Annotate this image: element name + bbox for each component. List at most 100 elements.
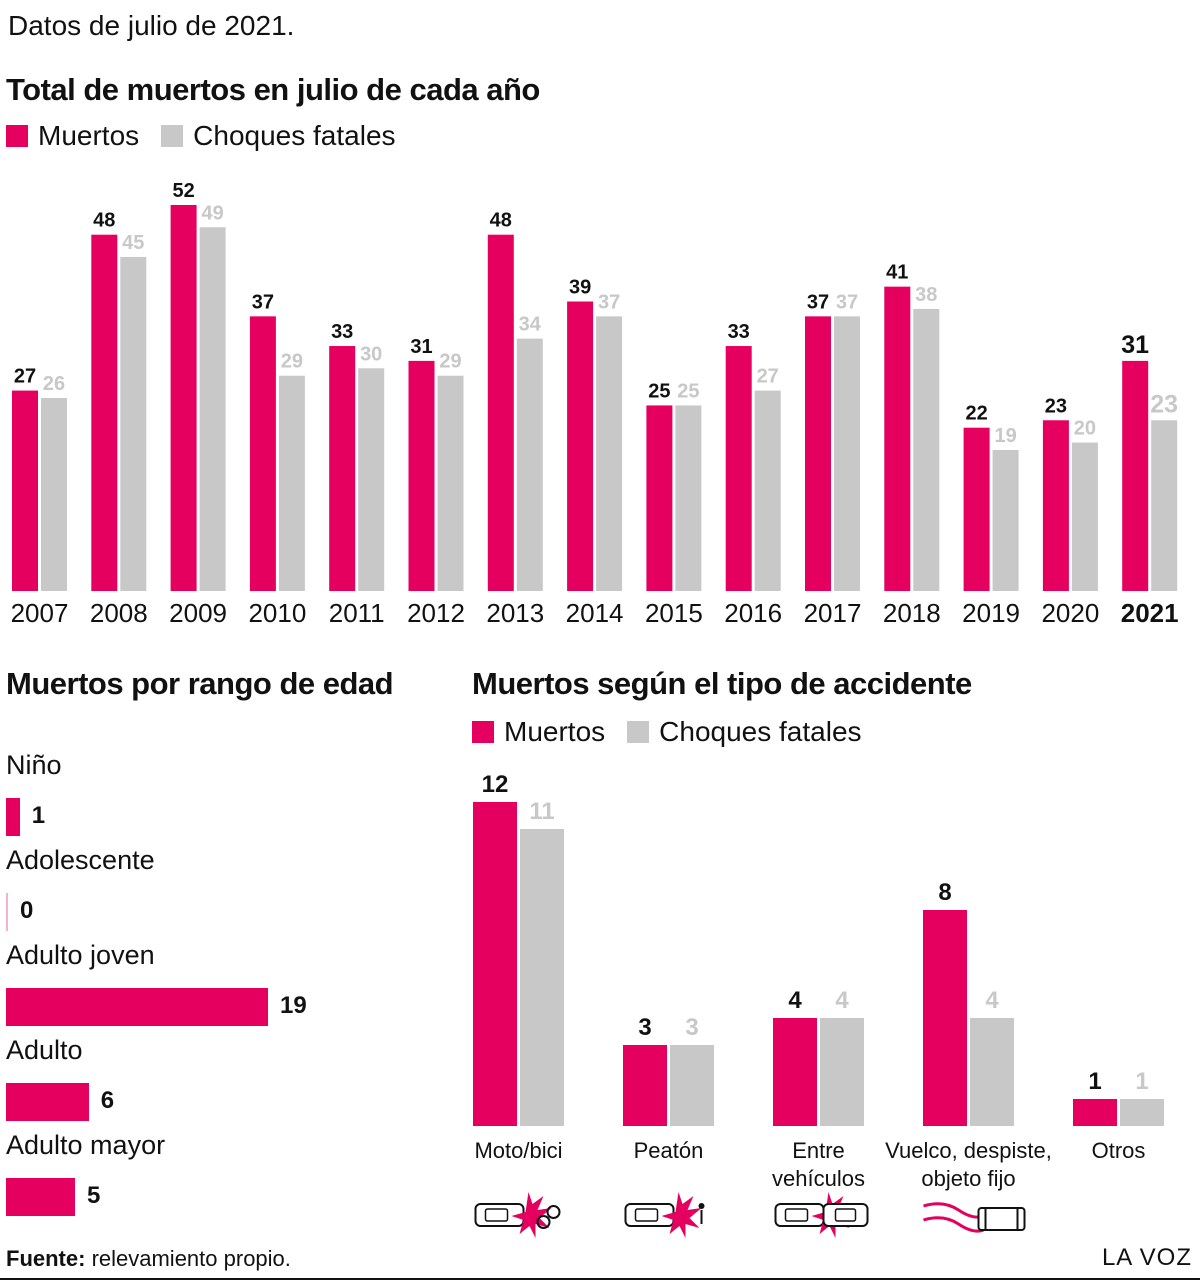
x-tick-2021: 2021 (1121, 598, 1179, 628)
bar-muertos-2021 (1122, 360, 1149, 591)
bar-muertos-2012 (408, 360, 435, 591)
legend-label-muertos: Muertos (38, 120, 140, 151)
x-tick-2020: 2020 (1041, 598, 1099, 628)
bar-muertos-5 (1073, 1099, 1117, 1126)
data-label-choques-2019: 19 (994, 425, 1016, 447)
chart-title-yearly: Total de muertos en julio de cada año (6, 72, 540, 107)
data-label-choques-2020: 20 (1074, 418, 1096, 440)
age-category-label: Adolescente (6, 845, 155, 875)
data-label-muertos-2010: 37 (252, 291, 274, 313)
data-label-muertos-2021: 31 (1121, 331, 1149, 359)
bar-choques-2014 (596, 316, 623, 591)
data-label-muertos-2007: 27 (14, 366, 36, 388)
x-tick-2008: 2008 (90, 598, 148, 628)
age-value-label: 6 (100, 1087, 115, 1114)
bar-choques-2008 (120, 256, 147, 591)
data-label-choques-2009: 49 (201, 202, 223, 224)
x-category-label: Entre (792, 1138, 845, 1163)
age-category-label: Adulto mayor (6, 1130, 166, 1160)
data-label-muertos-1: 12 (482, 771, 509, 798)
bar-choques-2016 (754, 390, 781, 591)
source-note: Fuente: relevamiento propio. (6, 1246, 291, 1272)
data-label-muertos-2014: 39 (569, 277, 591, 299)
age-bar-chart: Niño 1 Adolescente 0 Adulto joven 19 Adulto 6 Ad… (0, 750, 440, 1230)
data-label-choques-2015: 25 (677, 380, 699, 402)
data-label-muertos-2017: 37 (807, 291, 829, 313)
age-category-label: Adulto (6, 1035, 83, 1065)
bar-choques-2017 (834, 316, 860, 591)
car-pedestrian-crash-icon (624, 1192, 705, 1238)
bar-muertos-2015 (646, 405, 673, 591)
data-label-choques-2021: 23 (1150, 390, 1178, 418)
bar-choques-2010 (278, 375, 305, 591)
bar-choques-2012 (437, 375, 464, 591)
legend-yearly: Muertos Choques fatales (6, 120, 418, 152)
source-text: relevamiento propio. (85, 1246, 291, 1271)
car-skid-rollover-icon (923, 1202, 1026, 1233)
legend-label-choques: Choques fatales (659, 716, 862, 747)
bar-muertos-2014 (567, 301, 594, 591)
bar-choques-2007 (41, 398, 67, 591)
bar-muertos-2018 (884, 286, 911, 591)
data-label-muertos-5: 1 (1088, 1068, 1101, 1095)
data-label-muertos-2015: 25 (648, 380, 670, 402)
legend-swatch-muertos (472, 721, 494, 743)
bar-muertos-1 (473, 802, 517, 1126)
x-category-label: objeto fijo (921, 1166, 1015, 1191)
data-label-choques-2017: 37 (836, 291, 858, 313)
data-label-choques-2: 3 (685, 1014, 698, 1041)
data-label-choques-1: 11 (529, 798, 554, 825)
bar-muertos-2020 (1042, 420, 1069, 591)
yearly-bar-chart: 27 26 2007 48 45 2008 52 49 2009 37 29 2010 33 30 2011… (11, 180, 1179, 628)
age-bar (6, 1178, 75, 1216)
data-label-choques-2012: 29 (439, 351, 461, 373)
legend-label-muertos: Muertos (504, 716, 606, 747)
x-tick-2009: 2009 (169, 598, 227, 628)
data-label-choques-5: 1 (1135, 1068, 1148, 1095)
age-bar (6, 893, 8, 931)
legend-swatch-muertos (6, 125, 28, 147)
data-label-muertos-2019: 22 (965, 403, 987, 425)
data-label-choques-4: 4 (985, 987, 999, 1014)
x-tick-2016: 2016 (724, 598, 782, 628)
bar-choques-2 (670, 1045, 714, 1126)
x-tick-2017: 2017 (804, 598, 862, 628)
data-label-muertos-2009: 52 (172, 180, 194, 202)
subtitle: Datos de julio de 2021. (8, 10, 295, 41)
bar-choques-2020 (1071, 442, 1098, 591)
data-label-muertos-2020: 23 (1045, 395, 1067, 417)
bar-choques-2009 (199, 227, 226, 591)
bar-muertos-2010 (249, 316, 276, 591)
chart-title-age: Muertos por rango de edad (6, 666, 394, 701)
age-category-label: Adulto joven (6, 940, 155, 970)
x-tick-2007: 2007 (11, 598, 69, 628)
legend-type: Muertos Choques fatales (472, 716, 884, 748)
data-label-choques-2007: 26 (43, 373, 65, 395)
age-bar (6, 988, 268, 1026)
age-bar (6, 798, 20, 836)
bar-choques-2013 (516, 338, 543, 591)
data-label-muertos-2008: 48 (93, 210, 115, 232)
data-label-muertos-2: 3 (638, 1014, 651, 1041)
bar-choques-5 (1120, 1099, 1164, 1126)
data-label-choques-2010: 29 (281, 351, 303, 373)
data-label-choques-3: 4 (835, 987, 849, 1014)
data-label-muertos-2011: 33 (331, 321, 353, 343)
bar-muertos-2 (623, 1045, 667, 1126)
bar-muertos-4 (923, 910, 967, 1126)
age-bar (6, 1083, 89, 1121)
data-label-muertos-3: 4 (788, 987, 802, 1014)
x-tick-2010: 2010 (248, 598, 306, 628)
brand-logo: LA VOZ (1101, 1244, 1192, 1271)
data-label-muertos-2018: 41 (886, 262, 908, 284)
bar-choques-4 (970, 1018, 1014, 1126)
x-category-label: vehículos (772, 1166, 865, 1191)
bar-choques-2019 (992, 449, 1019, 591)
age-category-label: Niño (6, 750, 62, 780)
bar-choques-2018 (913, 308, 940, 591)
bottom-rule (0, 1278, 1200, 1280)
bar-muertos-2017 (805, 316, 831, 591)
car-motorcycle-crash-icon (474, 1192, 561, 1238)
data-label-choques-2014: 37 (598, 291, 620, 313)
